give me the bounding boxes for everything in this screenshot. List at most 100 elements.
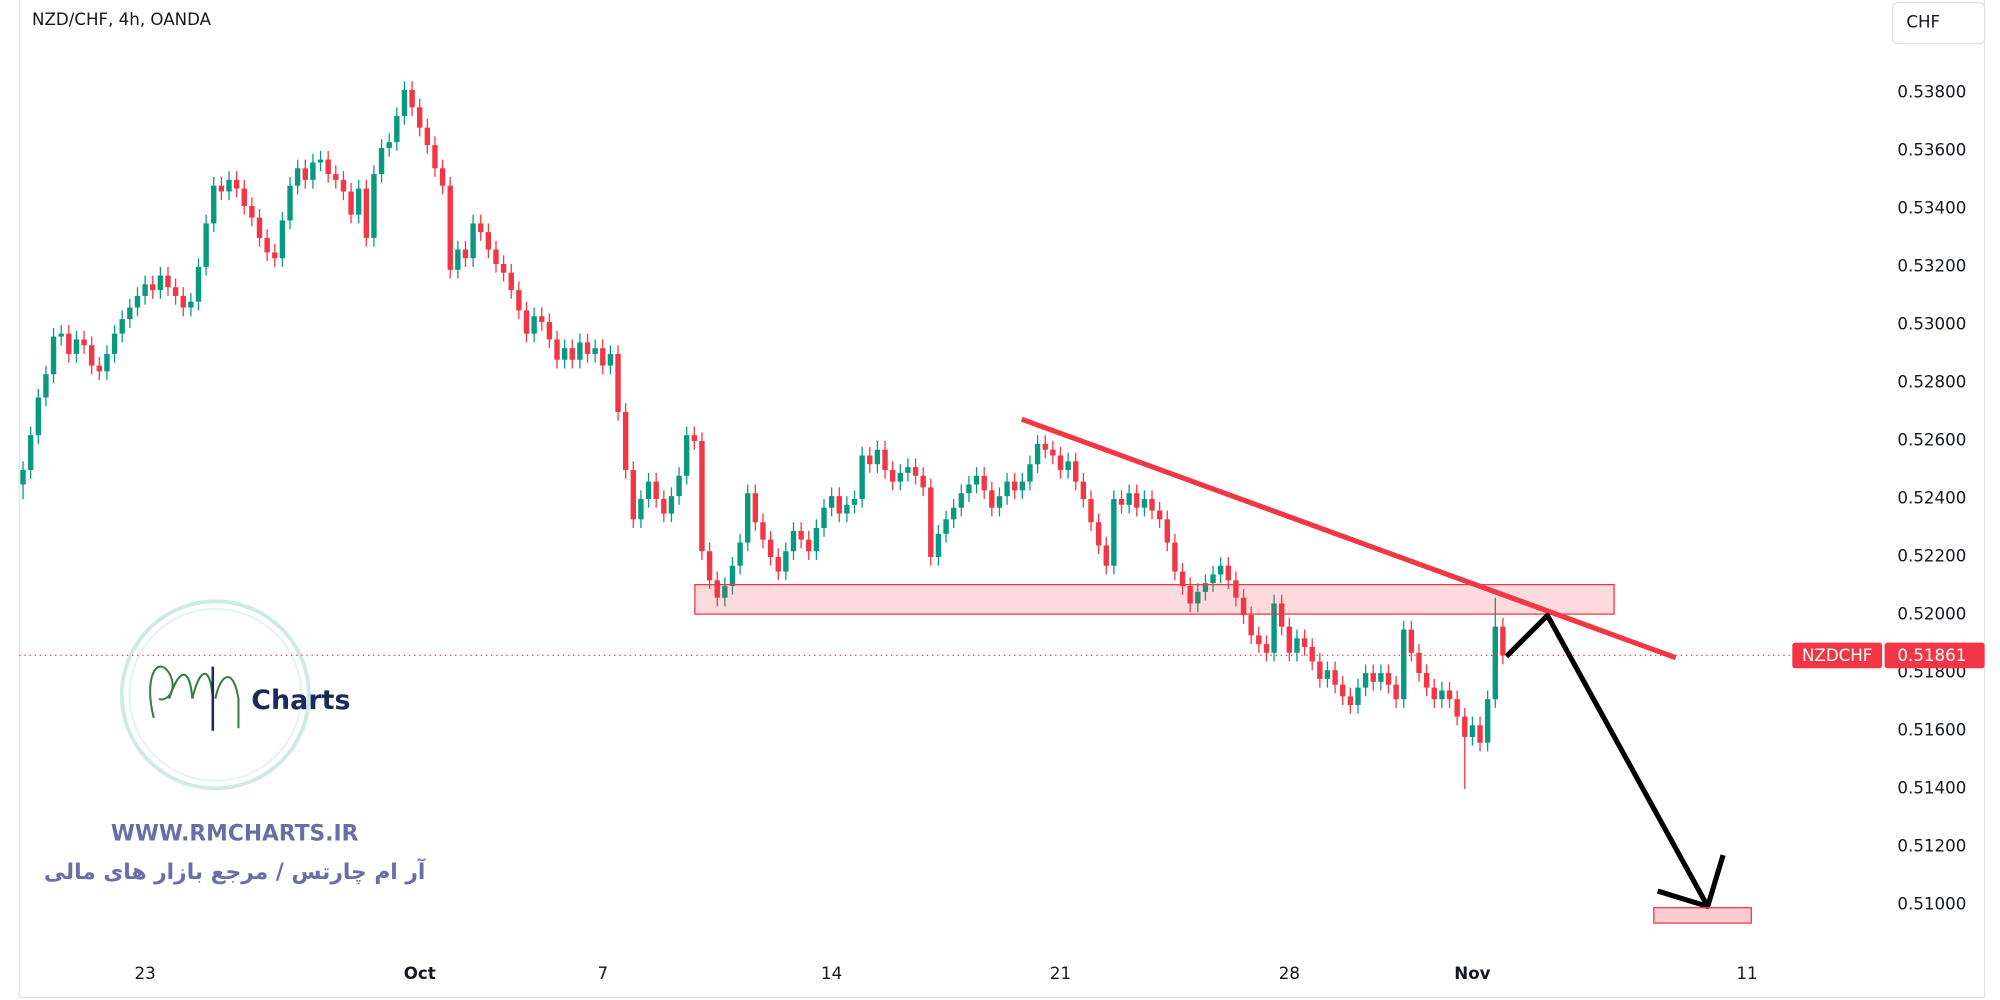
candle-body [729,565,736,587]
candle-body [691,435,698,441]
candle-body [27,435,34,471]
candle-body [1362,673,1369,688]
candle-body [653,481,659,500]
candle-body [1263,644,1270,653]
candle-body [531,316,537,334]
candle-body [1004,481,1010,497]
logo-ring [119,599,311,791]
candle-body [302,168,308,180]
candle-body [1103,545,1109,566]
candle-body [355,188,362,215]
candle-body [1065,461,1071,471]
candle-body [790,530,797,552]
candle-body [1225,565,1231,581]
watermark-brand: Charts [251,685,350,716]
candle-body [546,322,553,340]
x-tick-label: 23 [134,964,155,983]
candle-body [73,339,80,354]
y-tick-label: 0.51200 [1897,837,1966,856]
candle-body [638,499,644,520]
candle-body [577,342,583,360]
candle-body [897,472,903,482]
candle-body [889,470,896,482]
candle-body [1401,629,1407,700]
candle-body [867,455,873,465]
candle-body [645,481,652,500]
candle-body [1347,696,1354,706]
candle-body [1240,597,1247,616]
candle-body [371,174,377,238]
candle-body [615,353,621,412]
candle-body [66,333,72,354]
candle-body [859,455,865,500]
candle-body [1088,499,1094,523]
candle-body [996,496,1003,508]
logo-script [149,665,240,729]
annotations [694,416,1752,924]
candle-body [851,499,858,505]
candle-body [432,145,438,169]
candle-body [561,348,568,360]
candle-body [43,374,49,398]
candle-body [157,275,164,291]
candle-body [50,336,57,375]
candle-body [1042,443,1048,450]
candle-body [516,290,522,311]
symbol-tag-label: NZDCHF [1802,646,1872,665]
candle-body [1187,586,1193,604]
x-tick-label: 21 [1050,964,1071,983]
x-tick-label: 14 [821,964,842,983]
candle-body [500,264,507,273]
candle-body [409,89,415,108]
x-tick-label: 7 [597,964,608,983]
candle-body [1469,725,1476,737]
candle-body [96,365,103,372]
y-tick-label: 0.53400 [1897,198,1966,217]
candle-body [592,348,598,354]
candle-body [508,272,514,291]
candle-body [348,191,354,215]
y-tick-label: 0.53000 [1897,314,1966,333]
currency-label[interactable]: CHF [1906,13,1940,32]
candle-body [943,519,949,534]
candle-body [462,249,469,259]
candle-body [1164,519,1170,543]
watermark-website: WWW.RMCHARTS.IR [111,822,359,847]
watermark-tagline: آر ام چارتس / مرجع بازار های مالی [44,857,426,885]
candle-body [211,185,217,224]
candle-body [1446,690,1453,700]
candle-body [737,542,743,566]
candle-body [81,339,87,346]
y-tick-label: 0.51000 [1897,895,1966,914]
candle-body [935,533,942,558]
candle-body [523,310,530,334]
candle-body [363,188,370,238]
candle-body [172,287,179,296]
candle-body [539,316,545,323]
candle-body [1080,481,1087,500]
candle-body [966,484,972,494]
candle-body [417,107,423,128]
candle-body [188,301,194,308]
candle-body [1492,626,1498,700]
candle-body [165,275,171,288]
chart-title: NZD/CHF, 4h, OANDA [32,10,212,29]
candle-body [424,127,431,146]
candle-body [783,551,789,572]
y-tick-label: 0.53200 [1897,256,1966,275]
candle-body [828,496,835,508]
y-tick-label: 0.51400 [1897,779,1966,798]
candle-body [1172,542,1178,572]
y-tick-label: 0.53800 [1897,82,1966,101]
candle-body [127,307,133,320]
candle-body [1454,699,1460,717]
candle-body [1332,670,1338,685]
candle-body [470,223,476,259]
candle-body [58,333,64,337]
candle-body [447,185,453,270]
candle-body [35,397,41,436]
currency-button[interactable] [1891,1,1986,45]
candle-body [1279,603,1285,627]
candle-body [569,348,575,360]
